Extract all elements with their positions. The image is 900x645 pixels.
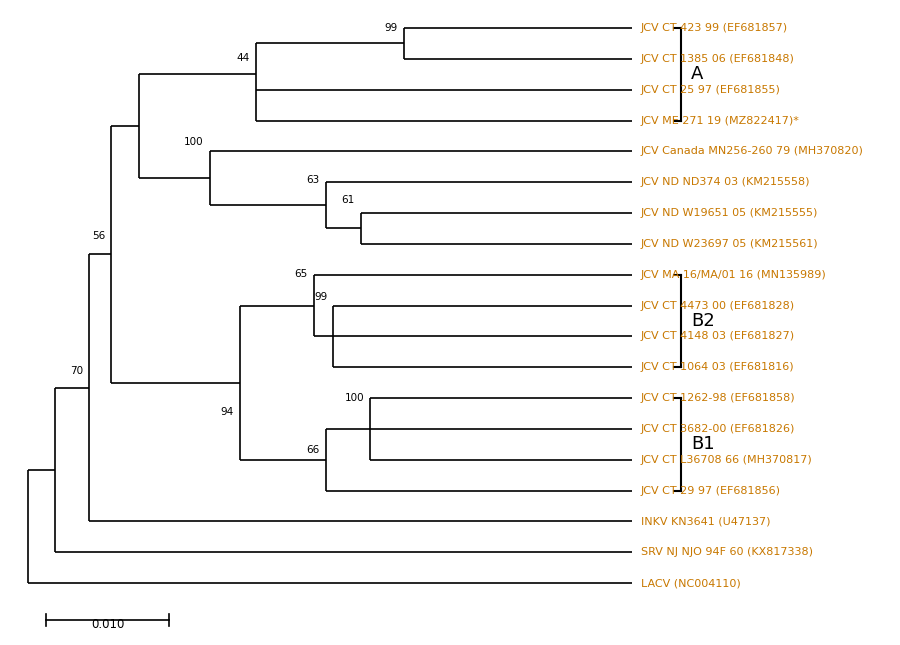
Text: 70: 70: [70, 366, 83, 377]
Text: 61: 61: [341, 195, 355, 205]
Text: JCV CT 3682-00 (EF681826): JCV CT 3682-00 (EF681826): [641, 424, 795, 434]
Text: 0.010: 0.010: [91, 618, 124, 631]
Text: 56: 56: [92, 231, 105, 241]
Text: JCV CT 29 97 (EF681856): JCV CT 29 97 (EF681856): [641, 486, 780, 495]
Text: B2: B2: [691, 312, 715, 330]
Text: JCV ND W19651 05 (KM215555): JCV ND W19651 05 (KM215555): [641, 208, 818, 218]
Text: 44: 44: [237, 54, 249, 63]
Text: JCV CT 1064 03 (EF681816): JCV CT 1064 03 (EF681816): [641, 362, 794, 372]
Text: LACV (NC004110): LACV (NC004110): [641, 578, 741, 588]
Text: JCV CT 1262-98 (EF681858): JCV CT 1262-98 (EF681858): [641, 393, 796, 403]
Text: 65: 65: [294, 270, 308, 279]
Text: 63: 63: [307, 175, 320, 185]
Text: JCV MA 16/MA/01 16 (MN135989): JCV MA 16/MA/01 16 (MN135989): [641, 270, 826, 280]
Text: JCV CT L36708 66 (MH370817): JCV CT L36708 66 (MH370817): [641, 455, 813, 464]
Text: JCV CT 4473 00 (EF681828): JCV CT 4473 00 (EF681828): [641, 301, 795, 310]
Text: SRV NJ NJO 94F 60 (KX817338): SRV NJ NJO 94F 60 (KX817338): [641, 547, 813, 557]
Text: B1: B1: [691, 435, 715, 453]
Text: 94: 94: [220, 406, 233, 417]
Text: JCV Canada MN256-260 79 (MH370820): JCV Canada MN256-260 79 (MH370820): [641, 146, 863, 156]
Text: JCV CT 25 97 (EF681855): JCV CT 25 97 (EF681855): [641, 84, 780, 95]
Text: JCV ND W23697 05 (KM215561): JCV ND W23697 05 (KM215561): [641, 239, 818, 249]
Text: JCV CT 423 99 (EF681857): JCV CT 423 99 (EF681857): [641, 23, 788, 33]
Text: JCV CT 1385 06 (EF681848): JCV CT 1385 06 (EF681848): [641, 54, 795, 64]
Text: 100: 100: [345, 393, 364, 402]
Text: 66: 66: [307, 445, 320, 455]
Text: 99: 99: [314, 292, 328, 303]
Text: JCV CT 4148 03 (EF681827): JCV CT 4148 03 (EF681827): [641, 332, 795, 341]
Text: INKV KN3641 (U47137): INKV KN3641 (U47137): [641, 517, 770, 526]
Text: 100: 100: [184, 137, 204, 147]
Text: JCV ME 271 19 (MZ822417)*: JCV ME 271 19 (MZ822417)*: [641, 115, 799, 126]
Text: A: A: [691, 65, 704, 83]
Text: 99: 99: [384, 23, 398, 33]
Text: JCV ND ND374 03 (KM215558): JCV ND ND374 03 (KM215558): [641, 177, 810, 187]
